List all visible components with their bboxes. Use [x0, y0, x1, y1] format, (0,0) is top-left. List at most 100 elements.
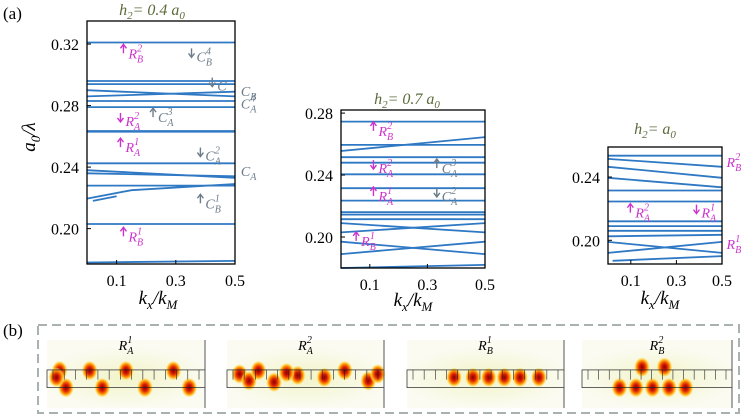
band-line-10 [607, 165, 723, 179]
label-arrowhead-icon [196, 193, 204, 199]
band-line-3 [607, 233, 723, 238]
panel-label-a: (a) [3, 4, 22, 23]
field-hotspot [634, 357, 650, 378]
chart-h2-0.4: h2= 0.4 a0 0.20 0.24 0.28 0.32 0.1 0.3 0.5 RB2 R… [51, 2, 257, 312]
label-arrowhead-icon [116, 117, 125, 124]
mode-label: RB1 [726, 234, 742, 256]
y-tick-label: 0.28 [305, 106, 333, 123]
field-hotspot [316, 367, 333, 388]
x-axis-label: kx/kM [641, 288, 681, 312]
mode-label: CA [241, 165, 257, 183]
label-arrowhead-icon [369, 185, 378, 192]
field-map-label: RB1 [477, 335, 493, 357]
label-arrowhead-icon [208, 82, 216, 88]
mode-label: C [217, 80, 227, 95]
mode-label: RA1 [377, 186, 394, 208]
label-arrowhead-icon [626, 202, 634, 209]
field-map-0: RA1 [39, 335, 213, 408]
x-tick-label: 0.1 [107, 273, 127, 290]
label-arrowhead-icon [196, 152, 204, 158]
x-tick-label: 0.3 [666, 273, 686, 290]
mode-label: RA2 [377, 158, 394, 180]
chart-title: h2= a0 [634, 121, 676, 141]
field-hotspot [250, 360, 267, 381]
x-tick-label: 0.1 [621, 273, 641, 290]
x-axis-label: kx/kM [394, 290, 434, 314]
label-arrowhead-icon [352, 230, 360, 237]
field-hotspot [81, 360, 98, 381]
label-arrowhead-icon [692, 209, 701, 215]
x-tick-label: 0.1 [360, 277, 380, 294]
mode-label: RA2 [634, 203, 651, 225]
y-tick-label: 0.24 [572, 170, 600, 187]
mode-label: RB1 [360, 231, 376, 253]
inset-border [37, 324, 740, 414]
mode-label: RB2 [127, 43, 143, 65]
y-tick-label: 0.20 [305, 230, 333, 247]
label-arrowhead-icon [116, 136, 125, 143]
field-map-label: RA1 [118, 335, 135, 357]
x-tick-label: 0.3 [417, 277, 437, 294]
y-tick-label: 0.20 [572, 233, 600, 250]
field-hotspot [48, 367, 65, 388]
label-arrowhead-icon [119, 43, 128, 49]
plot-frame [607, 146, 723, 265]
mode-label: RA1 [700, 203, 717, 225]
mode-label: CA2 [205, 146, 221, 168]
label-arrowhead-icon [119, 226, 128, 232]
mode-label: CB4 [197, 46, 212, 68]
band-line-0 [86, 260, 236, 264]
x-tick-label: 0.3 [166, 273, 186, 290]
chart-title: h2= 0.7 a0 [374, 91, 440, 111]
mode-label: RB2 [377, 121, 393, 143]
label-arrowhead-icon [433, 192, 441, 199]
band-line-13 [86, 89, 236, 98]
label-arrowhead-icon [187, 52, 196, 59]
x-axis-label: kx/kM [139, 288, 179, 312]
field-map-label: RA2 [297, 335, 314, 357]
plot-frame [340, 109, 486, 269]
x-tick-label: 0.5 [712, 273, 732, 290]
field-hotspot [512, 367, 529, 388]
panel-label-b: (b) [3, 321, 23, 340]
field-hotspot [656, 357, 673, 378]
y-tick-label: 0.28 [51, 99, 79, 116]
field-map-1: RA2 [219, 335, 392, 408]
mode-label: RA1 [124, 137, 141, 159]
band-line-6 [86, 169, 236, 179]
field-hotspot [480, 367, 497, 388]
mode-label: RA2 [124, 111, 141, 133]
x-tick-label: 0.5 [475, 277, 495, 294]
field-hotspot [278, 362, 295, 383]
x-tick-label: 0.5 [225, 273, 245, 290]
mode-label: RB2 [726, 152, 742, 174]
band-line-2 [340, 240, 486, 255]
band-line-9 [607, 176, 723, 189]
y-tick-label: 0.20 [51, 222, 79, 239]
y-tick-label: 0.32 [51, 37, 79, 54]
field-map-2: RB1 [399, 335, 572, 408]
label-arrowhead-icon [149, 106, 157, 113]
band-line-11 [607, 158, 723, 168]
field-glow [574, 346, 740, 408]
label-arrowhead-icon [369, 120, 378, 127]
chart-h2-0.7: h2= 0.7 a0 0.20 0.24 0.28 0.1 0.3 0.5 RB2 RA2 RA… [305, 91, 495, 314]
band-line-4 [340, 222, 486, 234]
label-arrowhead-icon [433, 157, 441, 164]
mode-label: RB1 [127, 226, 143, 248]
mode-label: CB1 [205, 193, 220, 215]
field-map-label: RB2 [649, 335, 665, 357]
mode-label: CA3 [442, 158, 458, 180]
field-hotspot [266, 372, 283, 393]
y-axis-label: a0/λ [19, 122, 43, 152]
label-arrowhead-icon [369, 164, 378, 171]
mode-label: CA4 [241, 93, 257, 115]
mode-label: CA3 [158, 107, 174, 129]
plot-frame [86, 20, 236, 265]
band-line-2 [607, 241, 723, 254]
field-hotspot [118, 360, 134, 381]
field-map-panel: RA1 RA2 RB1 RB2 [37, 324, 740, 414]
y-tick-label: 0.24 [305, 168, 333, 185]
field-map-3: RB2 [574, 335, 740, 408]
mode-label: CB [241, 85, 256, 103]
